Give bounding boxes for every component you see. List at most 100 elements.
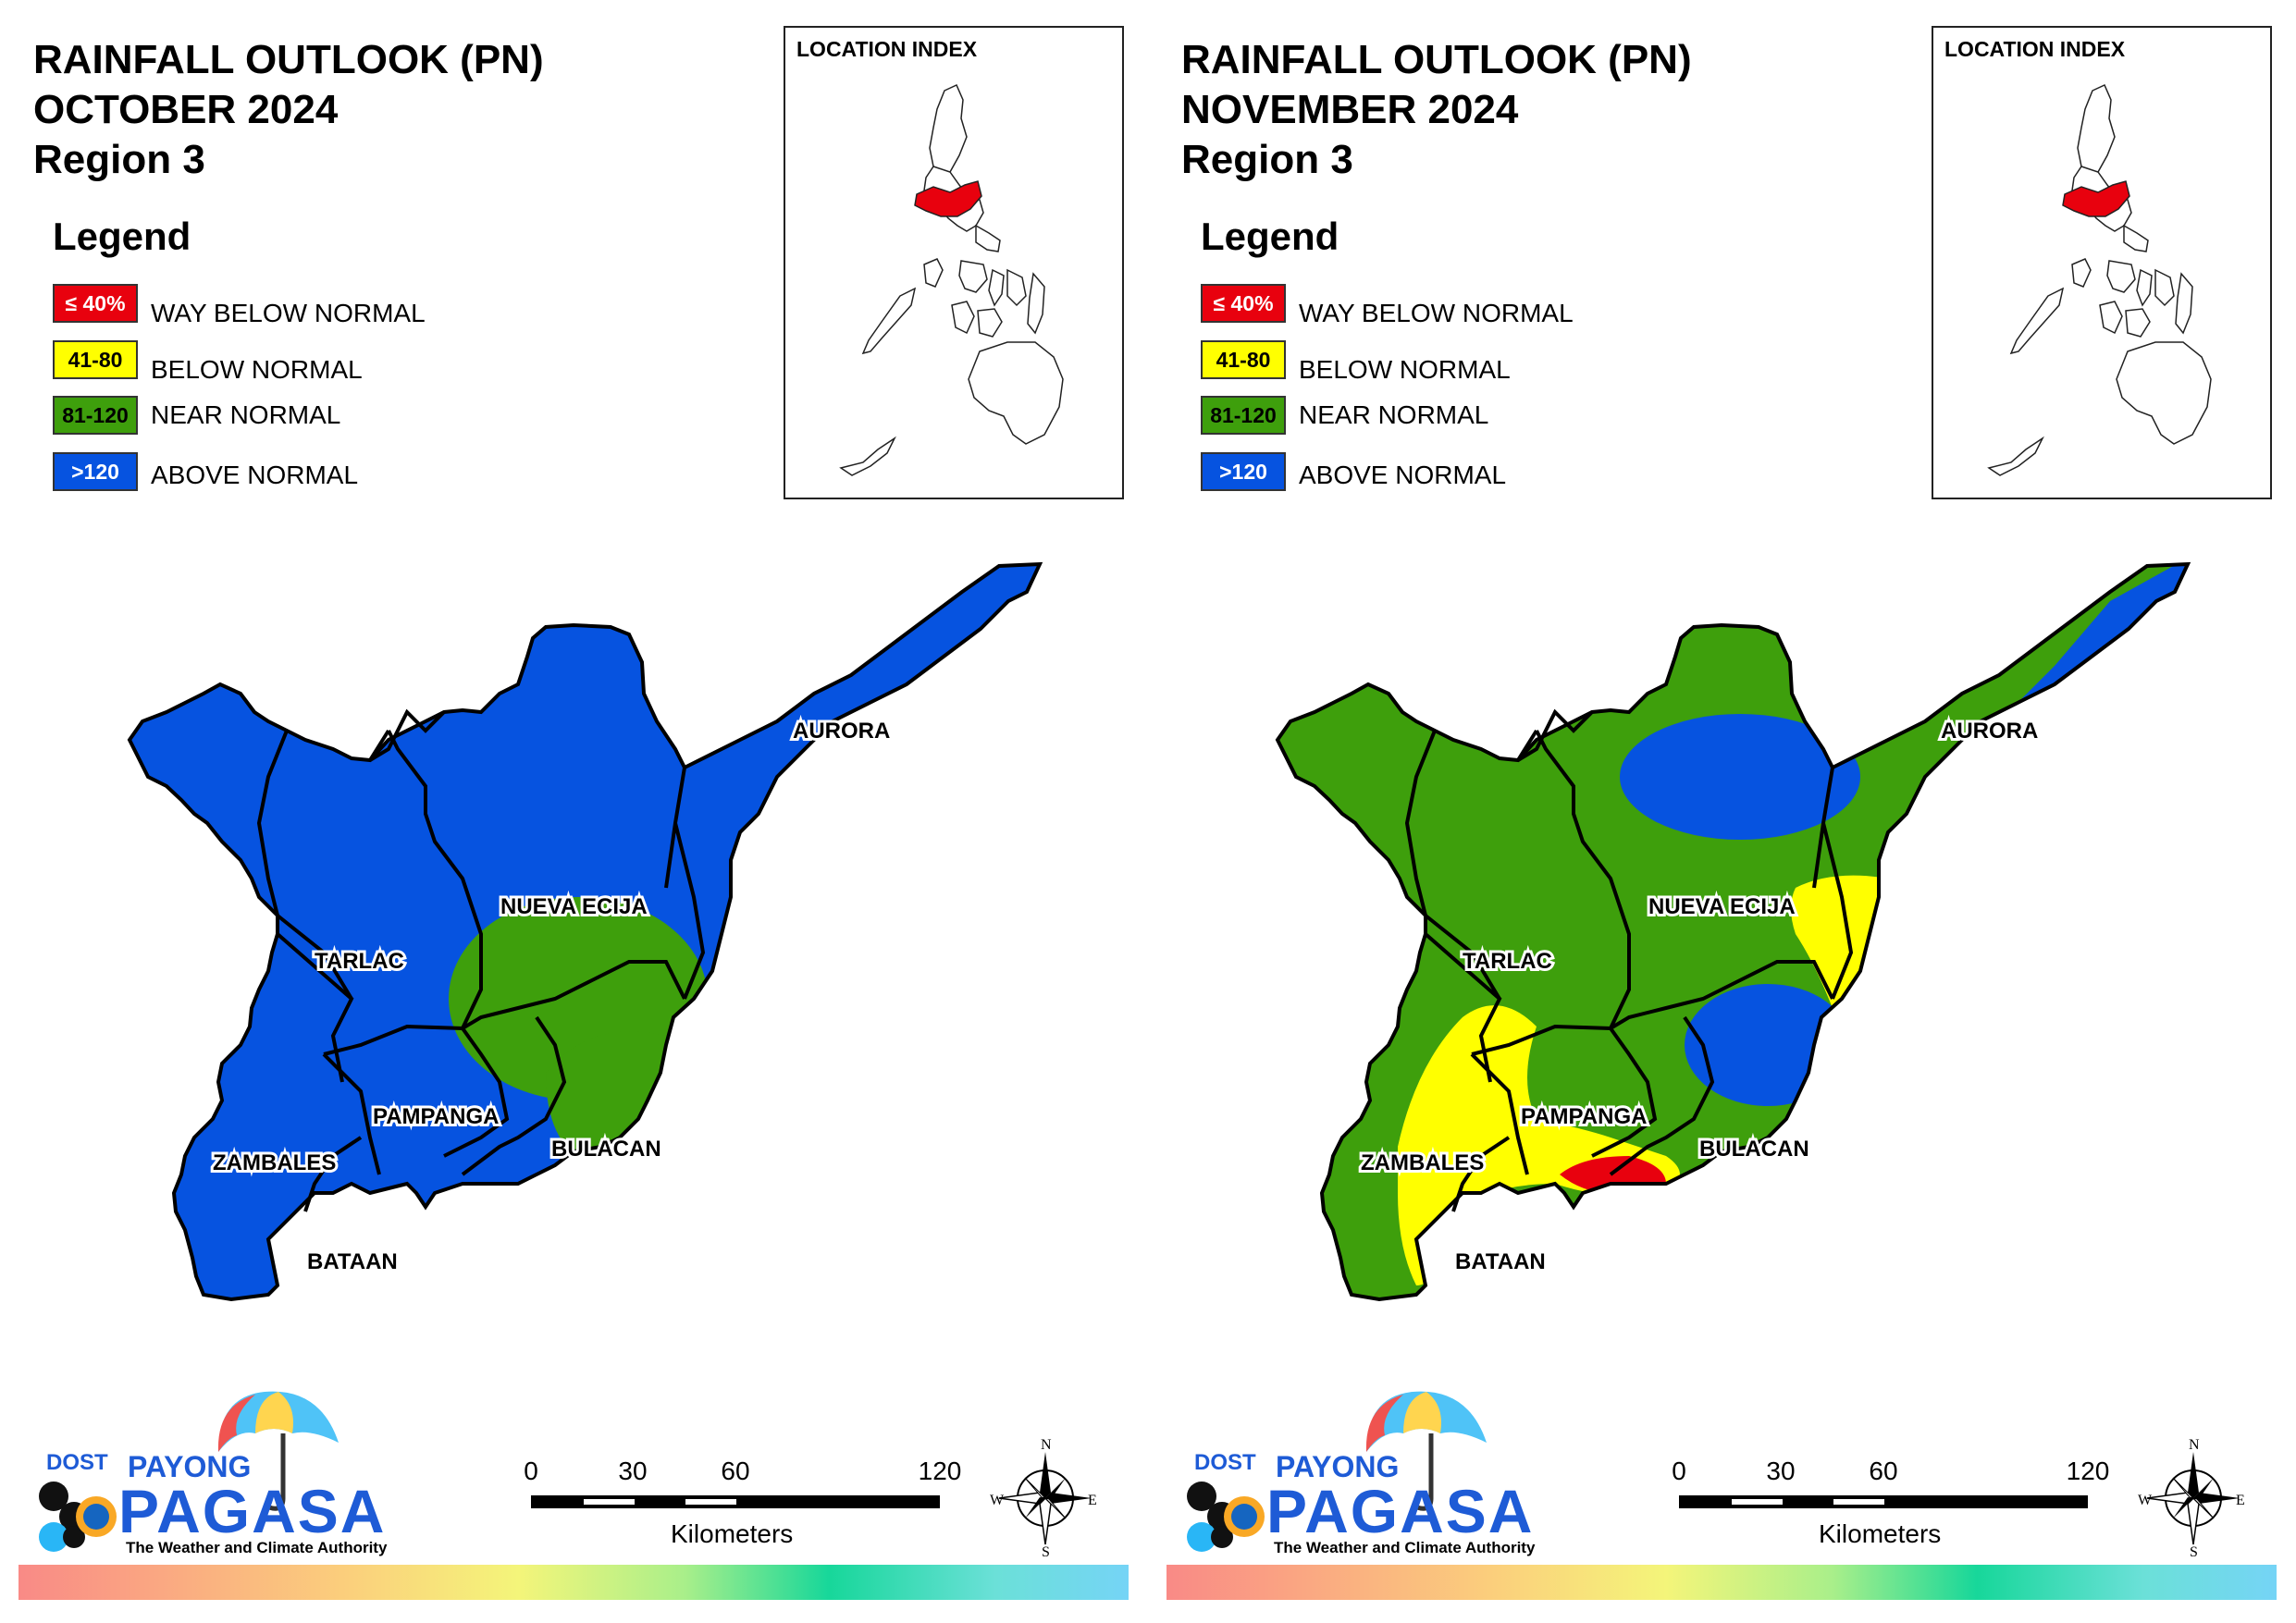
province-map-october: AURORA NUEVA ECIJA TARLAC PAMPANGA ZAMBA… — [127, 561, 1043, 1302]
scale-tick: 60 — [721, 1457, 750, 1485]
scale-bar-graphic — [1679, 1495, 2088, 1508]
logo-pagasa: PAGASA — [1266, 1477, 1535, 1545]
legend-label: WAY BELOW NORMAL — [1299, 299, 1574, 327]
title-line-1: RAINFALL OUTLOOK (PN) — [33, 37, 544, 82]
philippines-outline-map — [839, 83, 1064, 476]
label-bulacan: BULACAN — [551, 1137, 661, 1162]
scale-bar-graphic — [531, 1495, 940, 1508]
legend-label: WAY BELOW NORMAL — [151, 299, 426, 327]
inset-title: LOCATION INDEX — [796, 37, 978, 61]
label-tarlac: TARLAC — [1463, 949, 1552, 974]
logo-pagasa: PAGASA — [118, 1477, 387, 1545]
payong-pagasa-logo: DOST PAYONG PAGASA The Weather and Clima… — [33, 1387, 394, 1572]
scale-tick: 0 — [1672, 1457, 1686, 1485]
logo-tagline: The Weather and Climate Authority — [1274, 1539, 1536, 1556]
legend-swatch: 81-120 — [1201, 396, 1286, 435]
compass-w: W — [990, 1493, 1005, 1508]
legend-swatch: >120 — [53, 452, 138, 491]
title-line-1: RAINFALL OUTLOOK (PN) — [1181, 37, 1692, 82]
label-nueva-ecija: NUEVA ECIJA — [1648, 894, 1796, 919]
legend-item-above: >120 ABOVE NORMAL — [53, 450, 358, 493]
label-bulacan: BULACAN — [1699, 1137, 1809, 1162]
scale-tick: 120 — [918, 1457, 962, 1485]
label-pampanga: PAMPANGA — [1521, 1104, 1647, 1129]
compass-rose-icon: N E S W — [990, 1437, 1097, 1560]
zone-near-normal — [1278, 564, 2188, 1299]
location-index-inset: LOCATION INDEX — [1932, 26, 2272, 499]
logo-payong: PAYONG — [128, 1450, 252, 1483]
scale-tick: 30 — [1766, 1457, 1796, 1485]
scale-tick: 120 — [2066, 1457, 2110, 1485]
legend-title: Legend — [1201, 215, 1339, 258]
logo-payong: PAYONG — [1276, 1450, 1400, 1483]
inset-title: LOCATION INDEX — [1944, 37, 2126, 61]
title-region: Region 3 — [33, 137, 205, 182]
scale-bar: 0 30 60 120 Kilometers — [1666, 1457, 2129, 1558]
legend-item-near: 81-120 NEAR NORMAL — [1201, 394, 1488, 436]
label-bataan: BATAAN — [1455, 1249, 1546, 1274]
rainfall-fill — [1278, 564, 2188, 1299]
scale-unit: Kilometers — [671, 1519, 794, 1548]
logo-tagline: The Weather and Climate Authority — [126, 1539, 388, 1556]
panel-november: RAINFALL OUTLOOK (PN) NOVEMBER 2024 Regi… — [1148, 0, 2296, 1623]
legend-label: NEAR NORMAL — [1299, 400, 1489, 429]
compass-w: W — [2138, 1493, 2153, 1508]
label-aurora: AURORA — [793, 719, 890, 744]
title-month: OCTOBER 2024 — [33, 87, 339, 132]
label-bataan: BATAAN — [307, 1249, 398, 1274]
legend-label: BELOW NORMAL — [151, 355, 363, 384]
province-boundaries — [127, 561, 1043, 1302]
zone-below-south — [1398, 1005, 1680, 1285]
location-index-inset: LOCATION INDEX — [784, 26, 1124, 499]
zone-above-nueva-ecija-north — [1620, 714, 1860, 840]
compass-n: N — [2189, 1438, 2200, 1453]
philippines-outline-map — [1987, 83, 2212, 476]
legend-item-way-below: ≤ 40% WAY BELOW NORMAL — [1201, 282, 1574, 327]
north-arrow-compass: N E S W — [990, 1437, 1101, 1560]
legend-label: NEAR NORMAL — [151, 400, 341, 429]
logo-dost: DOST — [1194, 1450, 1256, 1475]
rainfall-fill — [130, 564, 1040, 1299]
province-map-november: AURORA NUEVA ECIJA TARLAC PAMPANGA ZAMBA… — [1275, 561, 2191, 1302]
legend-item-below: 41-80 BELOW NORMAL — [1201, 338, 1511, 384]
label-zambales: ZAMBALES — [213, 1150, 336, 1175]
scale-tick: 30 — [618, 1457, 648, 1485]
compass-s: S — [2190, 1544, 2198, 1558]
scale-bar: 0 30 60 120 Kilometers — [518, 1457, 981, 1558]
legend-label: BELOW NORMAL — [1299, 355, 1511, 384]
scale-unit: Kilometers — [1819, 1519, 1942, 1548]
map-title: RAINFALL OUTLOOK (PN) NOVEMBER 2024 Regi… — [1181, 35, 1692, 185]
scale-tick: 0 — [524, 1457, 538, 1485]
title-region: Region 3 — [1181, 137, 1353, 182]
legend-swatch: 41-80 — [1201, 340, 1286, 379]
label-pampanga: PAMPANGA — [373, 1104, 499, 1129]
payong-pagasa-logo: DOST PAYONG PAGASA The Weather and Clima… — [1181, 1387, 1542, 1572]
map-title: RAINFALL OUTLOOK (PN) OCTOBER 2024 Regio… — [33, 35, 544, 185]
legend-item-above: >120 ABOVE NORMAL — [1201, 450, 1506, 493]
panel-october: RAINFALL OUTLOOK (PN) OCTOBER 2024 Regio… — [19, 26, 1129, 1600]
legend-item-way-below: ≤ 40% WAY BELOW NORMAL — [53, 282, 426, 327]
scale-tick: 60 — [1869, 1457, 1898, 1485]
north-arrow-compass: N E S W — [2138, 1437, 2249, 1560]
compass-s: S — [1042, 1544, 1050, 1558]
legend-label: ABOVE NORMAL — [151, 461, 359, 489]
label-nueva-ecija: NUEVA ECIJA — [500, 894, 648, 919]
decorative-gradient-strip — [1167, 1565, 2277, 1600]
legend-item-near: 81-120 NEAR NORMAL — [53, 394, 340, 436]
label-zambales: ZAMBALES — [1361, 1150, 1484, 1175]
logo-graphic — [1187, 1391, 1487, 1552]
legend-item-below: 41-80 BELOW NORMAL — [53, 338, 363, 384]
decorative-gradient-strip — [19, 1565, 1129, 1600]
province-boundaries — [1275, 561, 2191, 1302]
compass-n: N — [1041, 1438, 1052, 1453]
province-labels: AURORA NUEVA ECIJA TARLAC PAMPANGA ZAMBA… — [1358, 716, 2041, 1277]
label-tarlac: TARLAC — [315, 949, 404, 974]
legend-title: Legend — [53, 215, 191, 258]
legend-swatch: >120 — [1201, 452, 1286, 491]
logo-graphic — [39, 1391, 339, 1552]
label-aurora: AURORA — [1941, 719, 2038, 744]
compass-rose-icon: N E S W — [2138, 1437, 2245, 1560]
zone-above-zambales-west — [1278, 883, 1352, 1022]
compass-e: E — [1088, 1493, 1097, 1508]
compass-e: E — [2236, 1493, 2245, 1508]
